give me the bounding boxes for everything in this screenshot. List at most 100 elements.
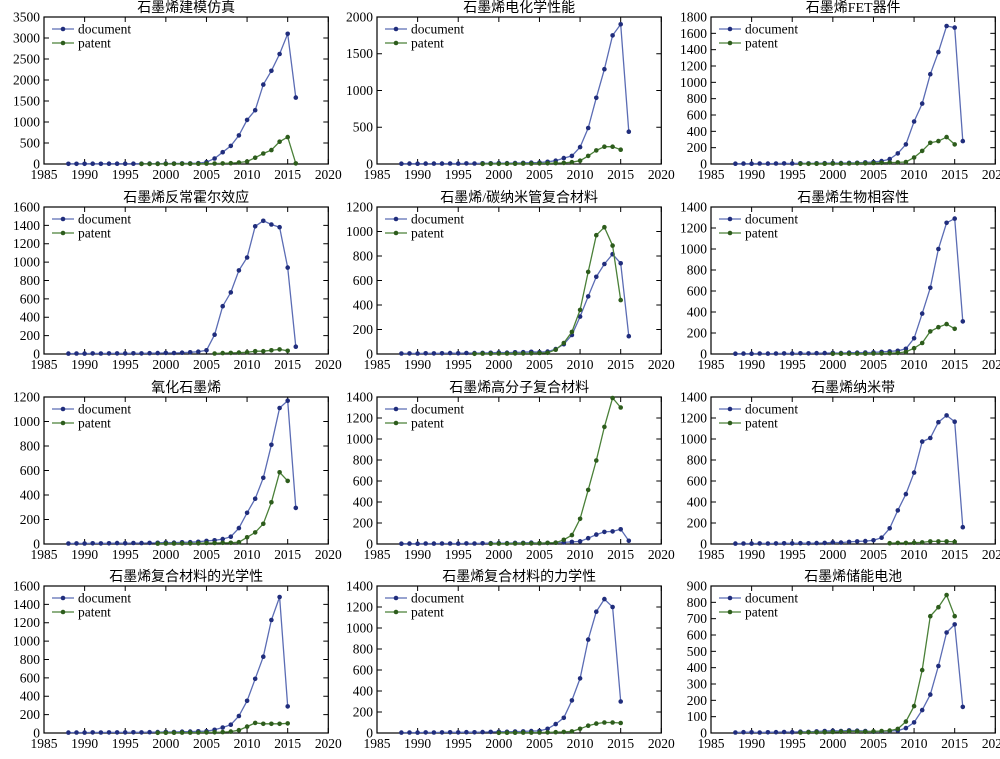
data-point — [139, 730, 144, 735]
data-point — [748, 730, 754, 735]
data-point — [66, 540, 71, 546]
data-point — [797, 540, 803, 545]
data-point — [252, 107, 258, 113]
x-tick-label: 2015 — [608, 357, 635, 372]
data-point — [765, 730, 770, 735]
x-tick-label: 2005 — [193, 357, 220, 372]
series-document-line — [68, 597, 289, 734]
x-tick-label: 1985 — [31, 736, 58, 751]
data-point — [472, 730, 478, 735]
x-tick-label: 2000 — [486, 357, 513, 372]
x-tick-label: 2010 — [900, 357, 927, 372]
data-point — [228, 722, 234, 728]
chart-svg-6: 1985 1990 1995 2000 2005 2010 2015 2020 0 200 400 6… — [680, 189, 1000, 372]
data-point — [830, 351, 835, 356]
legend-item-patent: patent — [718, 225, 778, 240]
series-patent-markers — [139, 134, 299, 167]
legend-label: patent — [745, 605, 778, 620]
data-point — [561, 155, 567, 161]
data-point — [212, 161, 217, 166]
data-point — [423, 350, 429, 356]
y-tick-label: 2500 — [13, 52, 40, 67]
chart-svg-2: 1985 1990 1995 2000 2005 2010 2015 2020 0 500 1000… — [346, 0, 675, 182]
legend-marker — [60, 216, 66, 222]
data-point — [220, 539, 225, 545]
data-point — [895, 151, 900, 156]
y-tick-label: 800 — [20, 273, 40, 288]
data-point — [456, 540, 461, 546]
data-point — [789, 540, 795, 546]
legend-marker — [727, 609, 732, 615]
data-point — [895, 540, 900, 545]
legend-marker — [394, 595, 399, 601]
data-point — [171, 540, 177, 546]
x-tick-label: 2005 — [526, 736, 553, 751]
data-point — [927, 328, 933, 334]
data-point — [163, 540, 169, 546]
data-point — [228, 143, 234, 149]
data-point — [781, 350, 787, 356]
data-point — [277, 346, 282, 352]
data-point — [407, 161, 413, 166]
y-tick-label: 800 — [20, 652, 40, 667]
y-tick-label: 300 — [686, 677, 706, 692]
data-point — [960, 138, 965, 144]
data-point — [480, 161, 486, 167]
subplot-5: 1985 1990 1995 2000 2005 2010 2015 2020 0 200 400 6… — [333, 189, 675, 380]
data-point — [919, 340, 925, 346]
data-point — [545, 726, 551, 732]
data-point — [415, 730, 421, 736]
data-point — [163, 161, 169, 167]
x-tick-label: 2005 — [860, 167, 887, 182]
data-point — [927, 285, 933, 290]
data-point — [488, 351, 494, 356]
y-tick-label: 400 — [686, 124, 706, 139]
data-point — [521, 730, 526, 736]
y-tick-label: 400 — [353, 297, 373, 312]
y-tick-label: 0 — [700, 536, 707, 551]
x-tick-label: 1985 — [697, 546, 724, 561]
data-point — [748, 351, 754, 356]
data-point — [440, 350, 445, 356]
data-point — [521, 540, 526, 546]
y-tick-label: 400 — [686, 304, 706, 319]
plot-border — [710, 585, 996, 734]
data-point — [561, 729, 567, 735]
y-tick-label: 200 — [353, 515, 373, 530]
legend-item-patent: patent — [718, 415, 778, 430]
data-point — [822, 540, 827, 545]
x-tick-label: 1985 — [31, 357, 58, 372]
chart-title: 石墨烯FET器件 — [805, 0, 900, 16]
x-tick-label: 2020 — [648, 167, 675, 182]
data-point — [236, 350, 242, 355]
data-point — [578, 314, 583, 319]
data-point — [911, 720, 917, 725]
data-point — [179, 540, 185, 546]
data-point — [878, 728, 884, 734]
y-tick-label: 1800 — [680, 10, 707, 25]
data-point — [805, 350, 811, 356]
x-tick-label: 2020 — [315, 167, 342, 182]
data-point — [586, 487, 591, 492]
y-tick-label: 1000 — [13, 634, 40, 649]
data-point — [114, 161, 120, 166]
y-tick-label: 100 — [686, 709, 706, 724]
data-point — [147, 540, 152, 545]
data-point — [862, 538, 868, 543]
data-point — [179, 350, 185, 355]
data-point — [903, 726, 908, 731]
data-point — [887, 350, 892, 356]
data-point — [293, 161, 299, 166]
series-patent-markers — [155, 720, 290, 736]
data-point — [887, 160, 892, 165]
data-point — [578, 144, 583, 150]
data-point — [155, 730, 160, 736]
data-point — [260, 654, 266, 660]
data-point — [187, 161, 193, 166]
data-point — [862, 351, 868, 356]
data-point — [887, 525, 892, 531]
data-point — [935, 324, 941, 330]
legend-marker — [60, 26, 66, 32]
data-point — [244, 509, 250, 515]
x-tick-label: 2015 — [941, 357, 968, 372]
